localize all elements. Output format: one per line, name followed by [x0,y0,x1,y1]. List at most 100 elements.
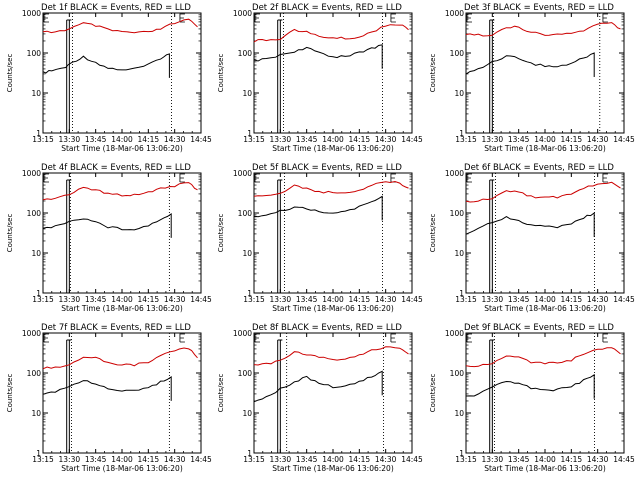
x-tick-label: 14:15 [349,135,371,144]
panel-title: Det 1f BLACK = Events, RED = LLD [41,3,191,13]
y-tick-label: 1 [247,289,252,298]
x-tick-label: 13:45 [296,295,318,304]
flag-marker [43,173,49,183]
y-tick-label: 10 [242,89,252,98]
panel-title: Det 9f BLACK = Events, RED = LLD [464,323,614,333]
x-axis-label: Start Time (18-Mar-06 13:06:20) [484,144,606,153]
x-tick-label: 13:30 [482,455,504,464]
detector-panel-7: Det 7f BLACK = Events, RED = LLD Counts/s… [6,323,212,473]
x-tick-label: 14:00 [111,135,133,144]
y-tick-label: 100 [238,369,253,378]
events-line [42,375,172,401]
lld-line [42,18,198,34]
x-axis-label: Start Time (18-Mar-06 13:06:20) [272,144,394,153]
flag-marker [390,333,396,343]
lld-line [465,181,621,203]
x-tick-label: 14:00 [111,295,133,304]
lld-line [253,180,409,197]
flag-marker [466,333,472,343]
x-tick-label: 14:45 [613,455,635,464]
y-tick-label: 1000 [22,329,41,338]
flag-marker [390,173,396,183]
flag-marker [466,13,472,23]
panel-title: Det 7f BLACK = Events, RED = LLD [41,323,191,333]
flag-marker [254,333,260,343]
y-axis-label: Counts/sec [6,54,14,93]
x-tick-label: 13:45 [508,455,530,464]
y-axis-label: Counts/sec [6,374,14,413]
flag-marker [179,333,185,343]
x-tick-label: 13:45 [508,135,530,144]
y-tick-label: 1 [247,449,252,458]
events-line [465,212,595,237]
y-tick-label: 100 [238,209,253,218]
x-axis-label: Start Time (18-Mar-06 13:06:20) [61,144,183,153]
detector-panel-1: Det 1f BLACK = Events, RED = LLD Counts/s… [6,3,212,153]
panel-title: Det 2f BLACK = Events, RED = LLD [252,3,402,13]
x-axis-label: Start Time (18-Mar-06 13:06:20) [484,464,606,473]
x-tick-label: 14:15 [349,455,371,464]
y-tick-label: 10 [31,89,41,98]
x-tick-label: 14:30 [587,135,609,144]
x-tick-label: 13:45 [296,135,318,144]
x-tick-label: 14:30 [164,295,186,304]
x-tick-label: 14:15 [561,455,583,464]
x-tick-label: 14:00 [534,455,556,464]
events-line [253,370,383,403]
x-tick-label: 13:30 [270,455,292,464]
y-tick-label: 100 [27,49,42,58]
panel-title: Det 5f BLACK = Events, RED = LLD [252,163,402,173]
x-axis-label: Start Time (18-Mar-06 13:06:20) [61,464,183,473]
panel-title: Det 6f BLACK = Events, RED = LLD [464,163,614,173]
y-tick-label: 10 [31,249,41,258]
panel-title: Det 8f BLACK = Events, RED = LLD [252,323,402,333]
x-tick-label: 13:30 [59,135,81,144]
x-axis-label: Start Time (18-Mar-06 13:06:20) [484,304,606,313]
flag-marker [602,173,608,183]
y-tick-label: 1 [459,129,464,138]
x-tick-label: 13:15 [455,295,477,304]
x-tick-label: 14:30 [375,295,397,304]
lld-line [42,347,198,370]
flag-marker [43,13,49,23]
x-tick-label: 13:30 [59,295,81,304]
flag-marker [43,333,49,343]
x-tick-label: 13:30 [482,295,504,304]
detector-panel-8: Det 8f BLACK = Events, RED = LLD Counts/s… [217,323,423,473]
y-axis-label: Counts/sec [429,374,437,413]
x-tick-label: 13:45 [508,295,530,304]
y-tick-label: 100 [27,209,42,218]
x-tick-label: 14:15 [561,295,583,304]
y-tick-label: 10 [31,409,41,418]
x-tick-label: 14:00 [322,135,344,144]
y-axis-label: Counts/sec [217,54,225,93]
y-tick-label: 100 [450,209,465,218]
y-tick-label: 1 [247,129,252,138]
x-tick-label: 14:30 [375,455,397,464]
x-tick-label: 13:30 [270,135,292,144]
x-tick-label: 14:15 [138,295,160,304]
x-tick-label: 14:00 [534,295,556,304]
events-line [253,195,383,221]
x-tick-label: 13:15 [243,455,265,464]
x-tick-label: 14:30 [164,135,186,144]
events-line [465,373,595,399]
x-axis-label: Start Time (18-Mar-06 13:06:20) [61,304,183,313]
y-tick-label: 1 [36,449,41,458]
y-tick-label: 10 [242,249,252,258]
y-axis-label: Counts/sec [217,374,225,413]
y-tick-label: 100 [450,49,465,58]
flag-marker [254,173,260,183]
y-tick-label: 1 [36,129,41,138]
detector-panel-6: Det 6f BLACK = Events, RED = LLD Counts/s… [429,163,635,313]
y-tick-label: 100 [238,49,253,58]
y-tick-label: 1000 [22,9,41,18]
y-tick-label: 1 [459,289,464,298]
x-axis-label: Start Time (18-Mar-06 13:06:20) [272,304,394,313]
flag-marker [602,13,608,23]
lld-line [253,24,409,43]
flag-marker [179,13,185,23]
x-tick-label: 14:15 [138,135,160,144]
x-tick-label: 14:45 [613,135,635,144]
